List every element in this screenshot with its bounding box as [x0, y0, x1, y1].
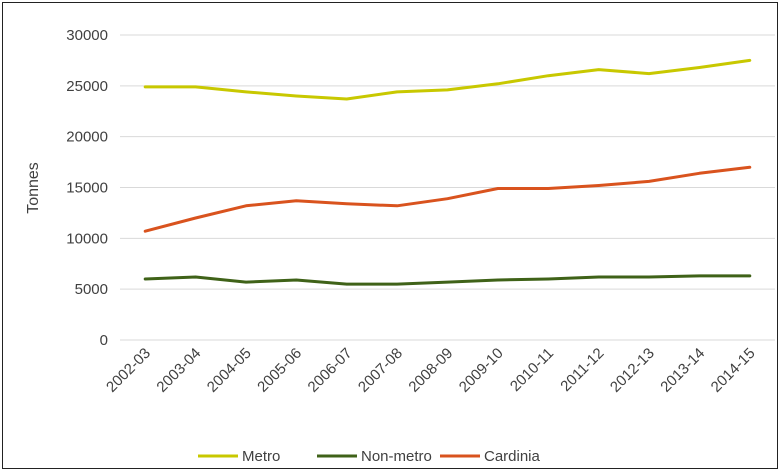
chart-frame: [2, 2, 778, 469]
x-tick-label: 2012-13: [607, 345, 658, 396]
x-tick-label: 2002-03: [103, 345, 154, 396]
y-tick-label: 10000: [66, 230, 108, 247]
x-axis-ticks: 2002-03 2003-04 2004-05 2005-06 2006-07 2007-…: [103, 345, 759, 396]
y-tick-label: 0: [100, 332, 108, 349]
legend-label: Non-metro: [361, 448, 432, 465]
x-tick-label: 2008-09: [405, 345, 456, 396]
y-tick-label: 25000: [66, 78, 108, 95]
y-tick-label: 15000: [66, 180, 108, 197]
x-tick-label: 2010-11: [507, 345, 557, 395]
x-tick-label: 2007-08: [355, 345, 406, 396]
y-tick-label: 20000: [66, 129, 108, 146]
x-tick-label: 2006-07: [305, 345, 356, 396]
legend: Metro Non-metro Cardinia: [198, 448, 541, 465]
x-tick-label: 2005-06: [254, 345, 305, 396]
x-tick-label: 2003-04: [153, 345, 204, 396]
legend-label: Cardinia: [484, 448, 541, 465]
x-tick-label: 2013-14: [657, 345, 708, 396]
x-tick-label: 2009-10: [456, 345, 507, 396]
y-tick-label: 30000: [66, 27, 108, 44]
series-line-non-metro: [143, 274, 752, 286]
y-axis-label: Tonnes: [25, 162, 42, 214]
x-tick-label: 2014-15: [708, 345, 759, 396]
legend-label: Metro: [242, 448, 280, 465]
series-lines: [143, 58, 752, 286]
x-tick-label: 2011-12: [557, 345, 607, 395]
y-axis-ticks: 0 5000 10000 15000 20000 25000 30000: [66, 27, 108, 349]
series-line-metro: [143, 58, 752, 101]
y-tick-label: 5000: [75, 281, 108, 298]
series-line-cardinia: [143, 165, 752, 233]
x-tick-label: 2004-05: [204, 345, 255, 396]
gridlines: [120, 34, 775, 341]
